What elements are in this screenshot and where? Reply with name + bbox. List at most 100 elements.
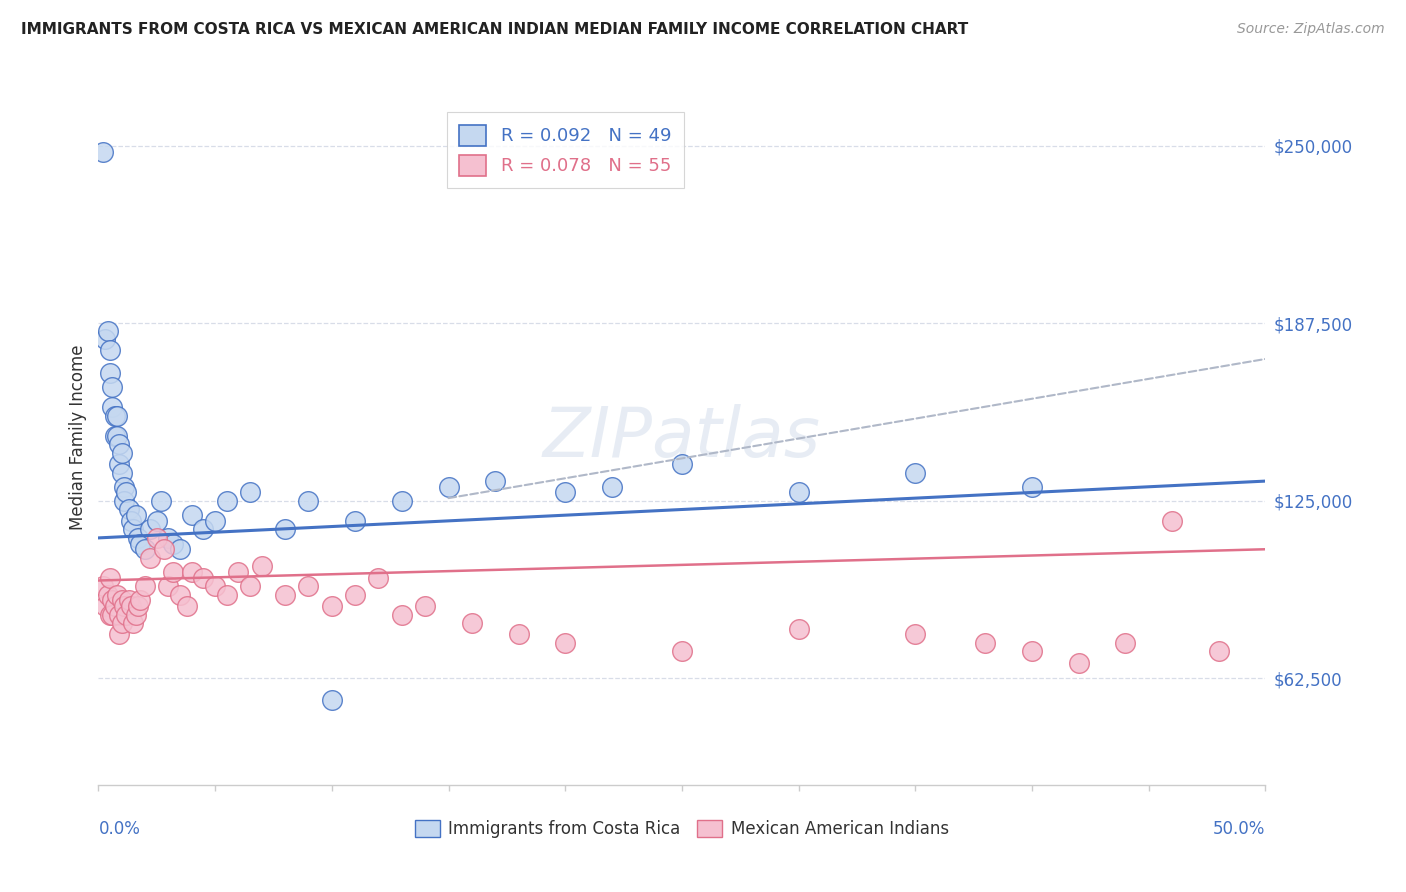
Point [215, 588, 238, 602]
Point [162, 565, 184, 579]
Point [108, 607, 131, 622]
Point [600, 480, 623, 494]
Point [204, 579, 226, 593]
Point [98, 607, 121, 622]
Point [122, 616, 145, 631]
Point [239, 579, 262, 593]
Point [321, 599, 343, 613]
Point [169, 588, 191, 602]
Point [787, 485, 810, 500]
Point [129, 593, 152, 607]
Point [1114, 636, 1136, 650]
Point [127, 599, 149, 613]
Point [111, 446, 134, 460]
Point [98, 343, 121, 358]
Point [1021, 480, 1043, 494]
Point [146, 531, 169, 545]
Point [180, 565, 202, 579]
Point [134, 542, 156, 557]
Point [204, 514, 226, 528]
Point [112, 480, 135, 494]
Point [274, 588, 297, 602]
Point [118, 593, 141, 607]
Point [344, 588, 367, 602]
Point [122, 522, 145, 536]
Point [215, 494, 238, 508]
Point [105, 588, 128, 602]
Point [120, 514, 142, 528]
Point [111, 593, 134, 607]
Point [91, 145, 114, 159]
Point [974, 636, 997, 650]
Point [484, 474, 506, 488]
Point [125, 508, 148, 523]
Point [1161, 514, 1184, 528]
Point [461, 616, 484, 631]
Point [157, 579, 180, 593]
Text: 0.0%: 0.0% [98, 820, 141, 838]
Point [554, 636, 576, 650]
Point [111, 466, 134, 480]
Point [108, 627, 131, 641]
Point [297, 494, 319, 508]
Point [146, 514, 169, 528]
Point [112, 599, 135, 613]
Point [101, 607, 124, 622]
Point [904, 466, 927, 480]
Point [98, 571, 121, 585]
Point [104, 599, 127, 613]
Point [139, 550, 162, 565]
Point [105, 409, 128, 423]
Point [367, 571, 389, 585]
Point [193, 571, 215, 585]
Point [111, 616, 134, 631]
Text: 50.0%: 50.0% [1213, 820, 1265, 838]
Text: ZIPatlas: ZIPatlas [543, 403, 821, 471]
Text: Source: ZipAtlas.com: Source: ZipAtlas.com [1237, 22, 1385, 37]
Point [274, 522, 297, 536]
Point [437, 480, 460, 494]
Text: IMMIGRANTS FROM COSTA RICA VS MEXICAN AMERICAN INDIAN MEDIAN FAMILY INCOME CORRE: IMMIGRANTS FROM COSTA RICA VS MEXICAN AM… [21, 22, 969, 37]
Point [94, 599, 117, 613]
Point [180, 508, 202, 523]
Point [134, 579, 156, 593]
Point [101, 593, 124, 607]
Point [508, 627, 530, 641]
Point [1208, 644, 1230, 658]
Point [193, 522, 215, 536]
Point [112, 494, 135, 508]
Point [228, 565, 250, 579]
Point [120, 599, 142, 613]
Point [125, 607, 148, 622]
Point [98, 366, 121, 380]
Point [297, 579, 319, 593]
Point [391, 494, 413, 508]
Point [115, 607, 138, 622]
Point [150, 494, 173, 508]
Point [1067, 656, 1090, 670]
Point [101, 380, 124, 394]
Point [105, 428, 128, 442]
Point [321, 692, 343, 706]
Point [97, 588, 120, 602]
Point [108, 457, 131, 471]
Point [671, 457, 693, 471]
Point [391, 607, 413, 622]
Point [139, 522, 162, 536]
Point [91, 579, 114, 593]
Point [671, 644, 693, 658]
Point [169, 542, 191, 557]
Point [101, 401, 124, 415]
Point [1021, 644, 1043, 658]
Point [250, 559, 273, 574]
Point [344, 514, 367, 528]
Point [115, 485, 138, 500]
Point [104, 409, 127, 423]
Point [176, 599, 198, 613]
Point [157, 531, 180, 545]
Point [94, 332, 117, 346]
Point [104, 428, 127, 442]
Legend: Immigrants from Costa Rica, Mexican American Indians: Immigrants from Costa Rica, Mexican Amer… [406, 812, 957, 847]
Point [129, 536, 152, 550]
Point [162, 536, 184, 550]
